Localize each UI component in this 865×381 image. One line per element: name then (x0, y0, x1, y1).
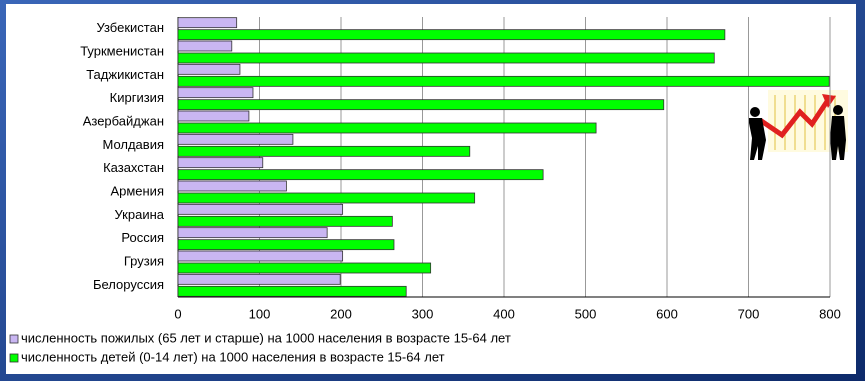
y-tick-label: Узбекистан (96, 20, 164, 35)
x-tick-label: 400 (493, 306, 515, 321)
bar (177, 17, 238, 29)
bar (177, 192, 476, 204)
panel (6, 4, 856, 374)
bar (177, 110, 250, 122)
bar (177, 262, 432, 274)
x-tick-label: 0 (174, 306, 181, 321)
y-tick-label: Грузия (124, 253, 164, 268)
bar (177, 273, 341, 285)
x-tick-label: 100 (249, 306, 271, 321)
bar (177, 180, 287, 192)
bar (177, 52, 715, 64)
y-tick-label: Таджикистан (86, 67, 164, 82)
y-tick-label: Россия (121, 230, 164, 245)
y-tick-label: Азербайджан (83, 113, 164, 128)
y-tick-label: Молдавия (102, 137, 164, 152)
bar (177, 250, 344, 262)
bar (177, 75, 830, 87)
clipart (748, 90, 848, 160)
bar (177, 133, 294, 145)
y-tick-label: Армения (110, 183, 164, 198)
x-tick-label: 600 (656, 306, 678, 321)
x-tick-label: 200 (330, 306, 352, 321)
x-tick-label: 800 (819, 306, 841, 321)
bar (177, 122, 597, 134)
bar (177, 169, 544, 181)
bar (177, 87, 254, 99)
bar (177, 157, 264, 169)
y-tick-label: Казахстан (103, 160, 164, 175)
bar (177, 203, 344, 215)
bar (177, 239, 395, 251)
bar (177, 40, 233, 52)
y-tick-label: Украина (115, 207, 165, 222)
legend-label: численность детей (0-14 лет) на 1000 нас… (21, 349, 445, 364)
bar (177, 227, 328, 239)
y-tick-label: Белоруссия (93, 277, 164, 292)
y-tick-label: Киргизия (110, 90, 164, 105)
x-tick-label: 300 (412, 306, 434, 321)
x-tick-label: 500 (575, 306, 597, 321)
legend-label: численность пожилых (65 лет и старше) на… (21, 330, 511, 345)
legend-swatch (9, 353, 19, 363)
y-tick-label: Туркменистан (80, 43, 164, 58)
bar (177, 215, 393, 227)
bar (177, 145, 471, 157)
bar (177, 285, 407, 297)
x-tick-label: 700 (738, 306, 760, 321)
bar (177, 29, 726, 41)
bar (177, 63, 241, 75)
bar (177, 99, 665, 111)
legend-swatch (9, 334, 19, 344)
